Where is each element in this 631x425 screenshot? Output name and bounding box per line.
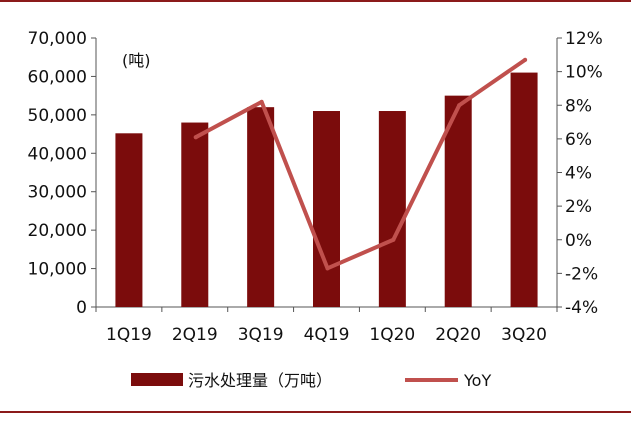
bottom-border-rule: [0, 411, 631, 413]
left-axis-tick-label: 20,000: [28, 221, 87, 241]
right-axis-tick-label: 4%: [565, 164, 592, 184]
bar: [247, 107, 275, 308]
bar: [181, 122, 209, 308]
left-axis-tick-label: 10,000: [28, 260, 87, 280]
left-axis-tick-label: 40,000: [28, 144, 87, 164]
left-axis-tick-label: 0: [76, 298, 87, 318]
right-axis-tick-label: 12%: [565, 29, 603, 49]
bar: [115, 133, 143, 307]
right-axis-tick-label: -4%: [565, 298, 598, 318]
left-axis-unit-label: (吨): [122, 51, 151, 70]
yoy-point: [391, 237, 396, 242]
right-axis-tick-label: 0%: [565, 231, 592, 251]
yoy-point: [325, 266, 330, 271]
bar: [313, 111, 340, 307]
right-axis-tick-label: 2%: [565, 197, 592, 217]
yoy-point: [193, 135, 198, 140]
x-axis-tick-label: 2Q19: [172, 325, 218, 345]
legend: 污水处理量（万吨） YoY: [131, 371, 491, 390]
yoy-point: [259, 99, 264, 104]
x-axis-tick-label: 1Q19: [106, 325, 152, 345]
yoy-point: [457, 103, 462, 108]
x-axis-tick-label: 4Q19: [304, 325, 350, 345]
bar: [378, 111, 406, 307]
x-axis-tick-label: 3Q19: [238, 325, 284, 345]
legend-swatch-bar: [131, 373, 183, 386]
bar: [444, 95, 472, 308]
x-axis-tick-label: 1Q20: [369, 325, 415, 345]
bar: [510, 72, 538, 307]
x-axis-tick-label: 2Q20: [435, 325, 481, 345]
right-axis-tick-label: 8%: [565, 96, 592, 116]
yoy-line-series: [193, 57, 528, 271]
axes: 0 10,000 20,000 30,000 40,000 50,000 60,000 70,…: [28, 29, 603, 345]
legend-label-bar: 污水处理量（万吨）: [188, 371, 332, 390]
left-axis-tick-label: 60,000: [28, 67, 87, 87]
right-axis-tick-label: -2%: [565, 264, 598, 284]
right-axis-tick-label: 6%: [565, 130, 592, 150]
top-border-rule: [0, 0, 631, 2]
yoy-line: [193, 57, 528, 271]
left-axis-tick-label: 70,000: [28, 29, 87, 49]
left-axis-tick-label: 30,000: [28, 183, 87, 203]
axis-labels: (吨): [122, 51, 151, 70]
legend-label-line: YoY: [463, 371, 491, 390]
x-axis-tick-label: 3Q20: [501, 325, 547, 345]
bar-series: [115, 72, 538, 308]
yoy-point: [523, 57, 528, 62]
left-axis-tick-label: 50,000: [28, 106, 87, 126]
right-axis-tick-label: 10%: [565, 63, 603, 83]
